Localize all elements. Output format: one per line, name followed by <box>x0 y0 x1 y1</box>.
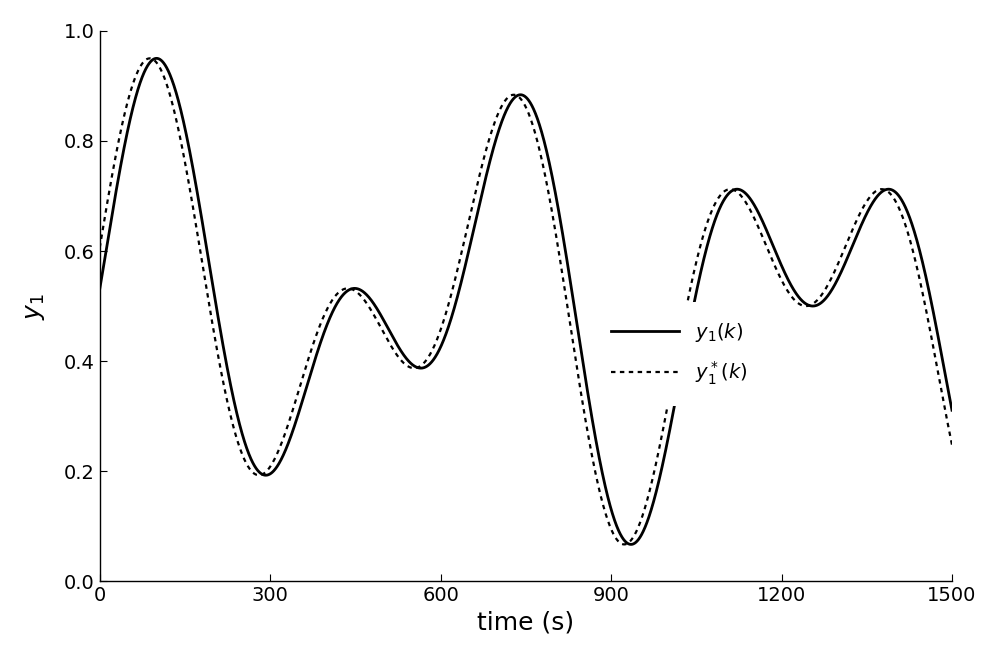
$y_1(k)$ <box>648 495 660 503</box>
$y_1^*(k)$ <box>144 55 156 63</box>
$y_1(k)$ <box>605 505 617 513</box>
$y_1^*(k)$ <box>730 187 742 195</box>
$y_1(k)$ <box>730 186 742 193</box>
Line: $y_1^*(k)$: $y_1^*(k)$ <box>100 59 952 544</box>
$y_1(k)$ <box>94 285 106 293</box>
$y_1(k)$ <box>249 462 261 470</box>
$y_1^*(k)$ <box>249 470 261 478</box>
$y_1(k)$ <box>625 540 637 548</box>
$y_1^*(k)$ <box>618 540 630 548</box>
$y_1(k)$ <box>420 363 432 371</box>
$y_1^*(k)$ <box>420 357 432 365</box>
$y_1^*(k)$ <box>94 243 106 251</box>
$y_1(k)$ <box>795 295 807 303</box>
Line: $y_1(k)$: $y_1(k)$ <box>100 59 952 544</box>
$y_1^*(k)$ <box>605 525 617 533</box>
$y_1^*(k)$ <box>795 301 807 309</box>
X-axis label: time (s): time (s) <box>477 611 574 635</box>
$y_1(k)$ <box>151 55 163 63</box>
$y_1^*(k)$ <box>946 441 958 449</box>
Legend: $y_1(k)$, $y_1^*(k)$: $y_1(k)$, $y_1^*(k)$ <box>592 301 767 407</box>
Y-axis label: $y_1$: $y_1$ <box>23 293 47 320</box>
$y_1^*(k)$ <box>648 467 660 475</box>
$y_1(k)$ <box>946 406 958 414</box>
